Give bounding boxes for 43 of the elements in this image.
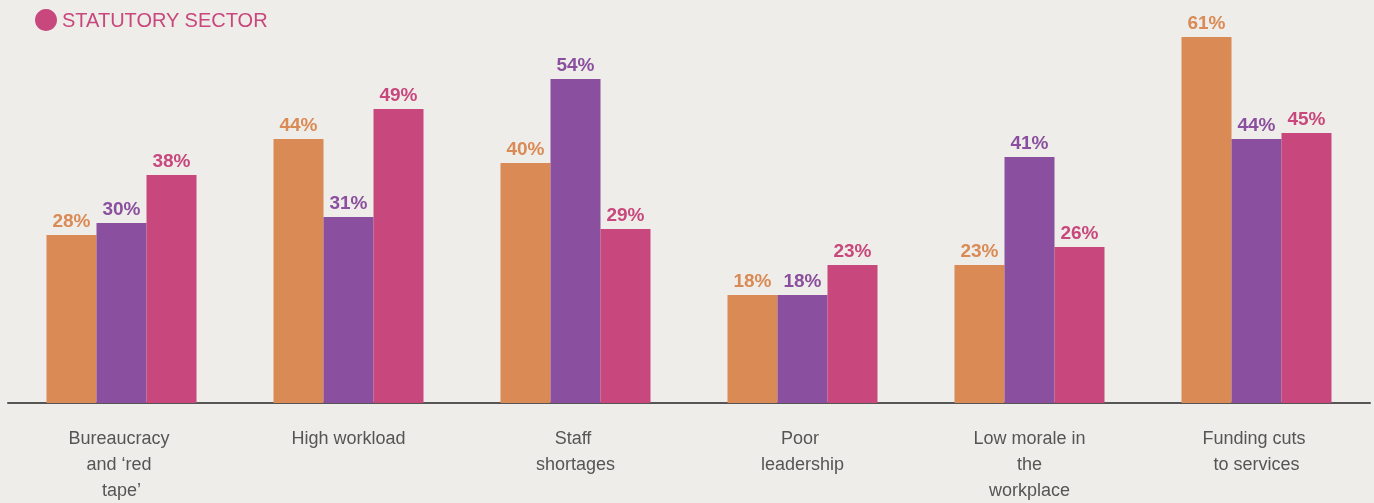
bar: [46, 235, 97, 403]
bar: [500, 163, 551, 403]
data-label: 23%: [833, 240, 872, 261]
data-label: 30%: [102, 198, 141, 219]
x-tick-label: Poor leadership: [760, 428, 845, 474]
x-tick-label: Low morale in the workplace: [973, 428, 1086, 500]
bar: [146, 175, 197, 403]
data-label: 26%: [1060, 222, 1099, 243]
data-label: 28%: [52, 210, 91, 231]
bar: [323, 217, 374, 403]
legend-label: STATUTORY SECTOR: [62, 9, 268, 31]
bar: [1054, 247, 1105, 403]
bar: [827, 265, 878, 403]
data-label: 18%: [783, 270, 822, 291]
x-tick-label: High workload: [291, 428, 406, 448]
data-label: 54%: [556, 54, 595, 75]
data-label: 18%: [733, 270, 772, 291]
bar: [1004, 157, 1055, 403]
bar: [550, 79, 601, 403]
x-tick-label: Staff shortages: [535, 428, 616, 474]
bar: [373, 109, 424, 403]
bar: [954, 265, 1005, 403]
bar: [727, 295, 778, 403]
bar: [600, 229, 651, 403]
data-label: 44%: [1237, 114, 1276, 135]
data-label: 40%: [506, 138, 545, 159]
data-label: 23%: [960, 240, 999, 261]
bar: [1231, 139, 1282, 403]
x-tick-label: Funding cuts to services: [1202, 428, 1311, 474]
bar: [1281, 133, 1332, 403]
bar: [1181, 37, 1232, 403]
bar: [273, 139, 324, 403]
data-label: 49%: [379, 84, 418, 105]
data-label: 45%: [1287, 108, 1326, 129]
data-label: 38%: [152, 150, 191, 171]
data-label: 31%: [329, 192, 368, 213]
data-label: 41%: [1010, 132, 1049, 153]
bar: [96, 223, 147, 403]
x-tick-label: Bureaucracy and ‘red tape’: [68, 428, 175, 500]
data-label: 44%: [279, 114, 318, 135]
data-label: 61%: [1187, 12, 1226, 33]
data-label: 29%: [606, 204, 645, 225]
bar: [777, 295, 828, 403]
